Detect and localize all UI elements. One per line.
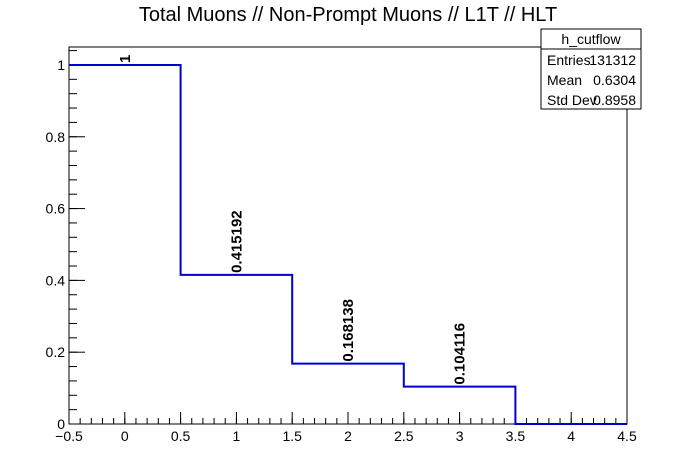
- bin-value-label: 0.168138: [340, 299, 357, 362]
- x-tick-label: 3: [456, 428, 464, 444]
- x-tick-label: −0.5: [55, 428, 83, 444]
- y-tick-label: 0.2: [46, 344, 66, 360]
- stats-row-key: Entries: [547, 52, 591, 68]
- bin-value-label: 1: [117, 55, 134, 63]
- stats-row-value: 131312: [589, 52, 636, 68]
- stats-row-key: Mean: [547, 72, 582, 88]
- x-tick-label: 4: [567, 428, 575, 444]
- x-tick-label: 4.5: [617, 428, 637, 444]
- plot-frame: −0.5 0 0.5 1 1.5 2 2.5 3 3.5 4 4.500.20.40.60.81: [46, 46, 637, 444]
- x-tick-label: 1: [233, 428, 241, 444]
- stats-row-key: Std Dev: [547, 92, 597, 108]
- x-tick-label: 1.5: [282, 428, 302, 444]
- x-tick-label: 2: [344, 428, 352, 444]
- x-tick-label: 0.5: [171, 428, 191, 444]
- histogram-series: [69, 63, 627, 425]
- y-tick-label: 0.4: [46, 272, 66, 288]
- stats-box-frame: [540, 28, 642, 110]
- bin-value-labels: 1 0.415192 0.168138 0.104116: [117, 55, 469, 385]
- y-tick-label: 0: [57, 416, 65, 432]
- bin-value-label: 0.104116: [452, 323, 469, 385]
- y-tick-label: 0.6: [46, 201, 66, 217]
- histogram-step-line: [69, 63, 627, 425]
- y-tick-label: 1: [57, 57, 65, 73]
- stats-box-title: h_cutflow: [561, 31, 621, 47]
- chart-title: Total Muons // Non-Prompt Muons // L1T /…: [139, 4, 557, 26]
- x-tick-label: 2.5: [394, 428, 414, 444]
- bin-value-label: 0.415192: [228, 210, 245, 273]
- stats-row-value: 0.6304: [593, 72, 636, 88]
- x-tick-label: 3.5: [506, 428, 526, 444]
- x-tick-label: 0: [121, 428, 129, 444]
- y-tick-label: 0.8: [46, 129, 66, 145]
- stats-row-value: 0.8958: [593, 92, 636, 108]
